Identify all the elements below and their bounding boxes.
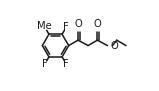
Text: O: O	[74, 19, 82, 29]
Text: Me: Me	[37, 21, 52, 31]
Text: F: F	[63, 59, 69, 69]
Text: F: F	[42, 59, 48, 69]
Text: F: F	[63, 22, 69, 32]
Text: O: O	[110, 41, 118, 51]
Text: O: O	[93, 19, 101, 29]
